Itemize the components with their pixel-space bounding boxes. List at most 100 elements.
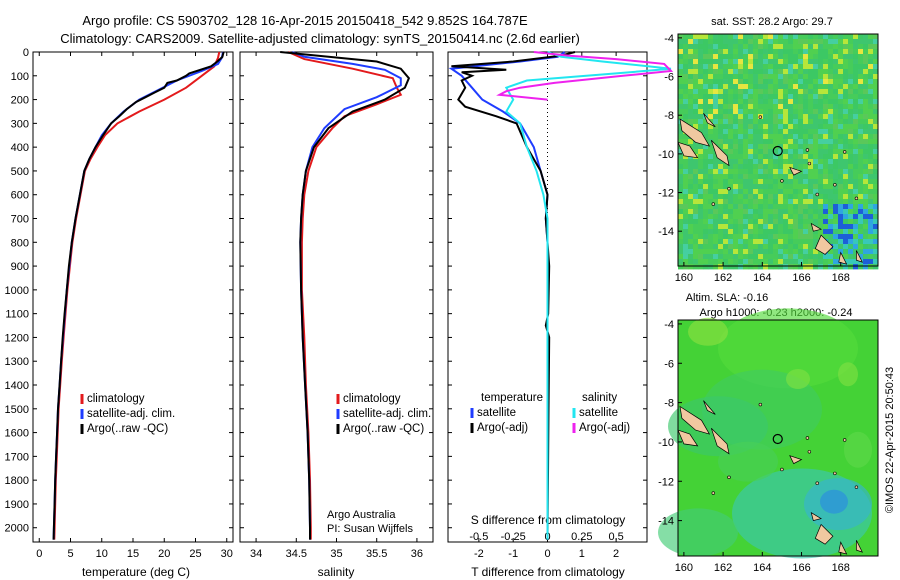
sst-cell [683,59,689,65]
sst-cell [868,149,874,155]
sst-cell [808,49,814,55]
sst-cell [858,209,864,215]
sst-cell [773,194,779,200]
sst-cell [773,209,779,215]
sst-cell [838,109,844,115]
sst-cell [803,139,809,145]
sst-cell [788,254,794,260]
sst-cell [693,74,699,80]
sst-cell [743,189,749,195]
sst-cell [813,69,819,75]
sst-cell [773,149,779,155]
sst-cell [873,189,879,195]
sst-cell [723,119,729,125]
sst-cell [818,194,824,200]
sst-cell [763,84,769,90]
sst-cell [688,69,694,75]
sst-cell [848,44,854,50]
sst-cell [813,109,819,115]
sst-cell [713,244,719,250]
sla-anomaly [786,369,810,389]
sst-cell [723,184,729,190]
sst-cell [773,184,779,190]
sst-cell [823,69,829,75]
x-tick-label: 1 [579,548,585,560]
sst-cell [758,189,764,195]
sst-cell [698,84,704,90]
sst-cell [793,39,799,45]
sst-cell [728,74,734,80]
sst-cell [723,74,729,80]
map-y-tick-label: -10 [658,437,674,449]
sst-cell [753,159,759,165]
sst-cell [838,139,844,145]
sst-cell [718,169,724,175]
sst-cell [753,244,759,250]
sst-cell [698,174,704,180]
islet [807,161,812,166]
sst-cell [853,264,859,270]
sst-cell [763,254,769,260]
sst-cell [678,84,684,90]
sst-cell [843,204,849,210]
sst-cell [848,39,854,45]
sst-cell [798,129,804,135]
sst-cell [868,74,874,80]
sst-cell [703,249,709,255]
sst-cell [713,179,719,185]
sst-cell [773,234,779,240]
x-tick-label: 34.5 [286,548,307,560]
sst-cell [833,124,839,130]
map-y-tick-label: -12 [658,476,674,488]
sst-cell [873,119,879,125]
island [814,523,834,545]
sst-cell [763,214,769,220]
sst-cell [768,79,774,85]
sst-cell [858,94,864,100]
sst-cell [753,209,759,215]
sst-cell [688,194,694,200]
sst-cell [833,59,839,65]
sst-cell [803,259,809,265]
sst-cell [733,104,739,110]
sst-cell [808,119,814,125]
sst-cell [768,219,774,225]
sst-cell [788,39,794,45]
sst-cell [848,149,854,155]
sst-cell [733,99,739,105]
sst-cell [768,64,774,70]
sst-cell [768,94,774,100]
sst-cell [773,164,779,170]
sst-cell [743,64,749,70]
sst-cell [793,94,799,100]
sst-cell [683,214,689,220]
sst-cell [763,119,769,125]
sst-cell [793,234,799,240]
sst-cell [868,109,874,115]
sst-cell [768,114,774,120]
map-y-tick-label: -6 [664,72,674,84]
sst-cell [873,164,879,170]
sst-cell [708,194,714,200]
sst-cell [843,179,849,185]
sst-cell [853,249,859,255]
sst-cell [738,184,744,190]
sst-cell [728,114,734,120]
sst-cell [858,119,864,125]
sst-cell [678,169,684,175]
sst-cell [678,224,684,230]
sst-cell [763,154,769,160]
sst-cell [823,139,829,145]
sst-cell [793,84,799,90]
sst-cell [723,139,729,145]
sst-cell [683,244,689,250]
sst-cell [713,34,719,40]
sst-cell [858,234,864,240]
sst-cell [783,224,789,230]
sst-cell [773,34,779,40]
sst-cell [678,214,684,220]
sst-cell [688,204,694,210]
sst-cell [828,204,834,210]
sst-cell [793,154,799,160]
sst-cell [813,209,819,215]
